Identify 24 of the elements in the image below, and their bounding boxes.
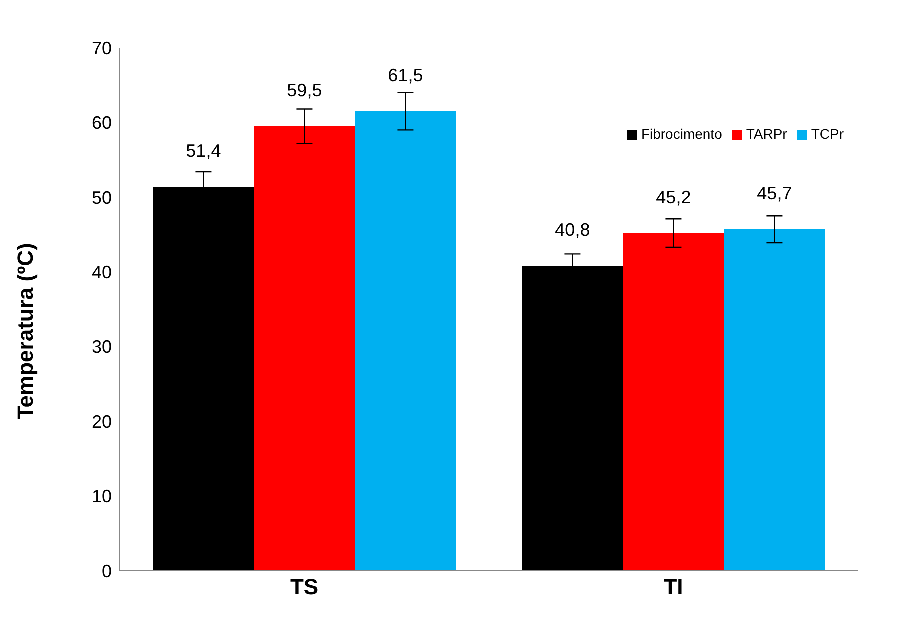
y-axis-title: Temperatura (ºC) bbox=[12, 243, 38, 420]
legend-label: Fibrocimento bbox=[641, 126, 722, 142]
y-tick-label: 10 bbox=[92, 486, 112, 507]
bar bbox=[623, 233, 724, 571]
data-label: 61,5 bbox=[388, 66, 424, 86]
legend-label: TARPr bbox=[746, 126, 788, 142]
y-tick-label: 60 bbox=[92, 113, 112, 134]
data-label: 59,5 bbox=[287, 80, 322, 100]
data-label: 51,4 bbox=[186, 140, 222, 161]
bar bbox=[724, 230, 826, 571]
legend-label: TCPr bbox=[811, 126, 844, 142]
bar bbox=[355, 112, 456, 571]
x-tick-label: TS bbox=[290, 574, 319, 600]
y-tick-label: 50 bbox=[92, 188, 112, 208]
y-tick-label: 20 bbox=[92, 412, 112, 432]
x-tick-label: TI bbox=[664, 574, 684, 600]
y-tick-label: 30 bbox=[92, 337, 112, 358]
data-label: 45,2 bbox=[656, 187, 692, 208]
data-label: 45,7 bbox=[757, 184, 792, 204]
y-tick-label: 0 bbox=[102, 561, 112, 582]
y-tick-label: 40 bbox=[92, 262, 112, 283]
data-label: 40,8 bbox=[555, 220, 590, 240]
y-tick-label: 70 bbox=[92, 38, 112, 58]
bar bbox=[254, 126, 356, 571]
